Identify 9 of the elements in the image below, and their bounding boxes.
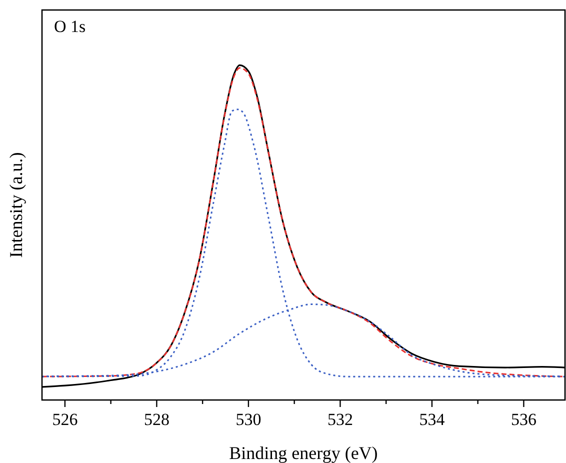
x-tick-label: 528	[144, 410, 170, 429]
text: O 1s	[54, 17, 86, 36]
x-tick-label: 536	[510, 410, 536, 429]
x-tick-label: 530	[236, 410, 262, 429]
x-tick-label: 526	[52, 410, 78, 429]
x-tick-label: 532	[327, 410, 353, 429]
x-axis-title: Binding energy (eV)	[229, 443, 378, 463]
x-tick-label: 534	[419, 410, 446, 429]
y-axis-title: Intensity (a.u.)	[6, 152, 26, 258]
